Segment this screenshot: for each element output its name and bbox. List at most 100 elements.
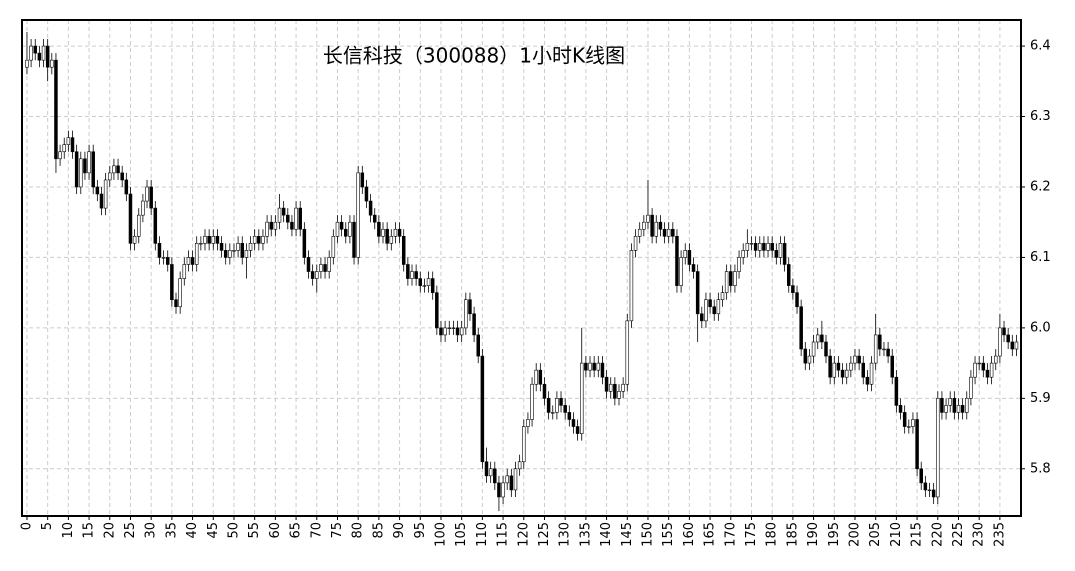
candle-body [559, 398, 563, 406]
candle-body [861, 362, 866, 378]
candle-body [853, 355, 857, 364]
x-tick-label: 40 [185, 522, 200, 539]
candle-body [563, 405, 567, 413]
candle-body [691, 264, 696, 272]
candle-body [352, 221, 356, 258]
candle-body [526, 419, 530, 427]
candle-body [749, 243, 754, 245]
x-tick-label: 230 [972, 522, 987, 547]
candle-body [745, 243, 750, 251]
candle-body [79, 158, 83, 188]
axes: 5.8 5.9 6.0 6.1 6.2 6.3 6.4 0 5 10 15 20 25 30 35 40 45 5… [19, 39, 1050, 547]
candle-body [1006, 334, 1010, 343]
x-tick-label: 60 [268, 522, 283, 539]
candle-body [108, 172, 112, 181]
candle-body [87, 151, 91, 174]
x-tick-label: 130 [558, 522, 573, 547]
candle-body [724, 271, 729, 293]
candle-body [642, 221, 646, 230]
candle-body [902, 412, 907, 427]
candle-body [331, 235, 336, 258]
candle-body [646, 214, 650, 223]
candle-body [54, 59, 58, 160]
candle-body [650, 214, 654, 237]
candle-body [936, 398, 940, 498]
candle-body [37, 52, 42, 61]
candle-body [29, 45, 33, 61]
candle-body [360, 172, 365, 188]
candle-body [1010, 341, 1015, 350]
candle-body [571, 419, 576, 427]
candle-body [339, 221, 344, 230]
candle-body [315, 271, 319, 279]
candle-body [844, 369, 849, 378]
candle-body [153, 207, 158, 244]
candle-body [286, 214, 290, 223]
candle-body [203, 235, 207, 244]
x-tick-label: 80 [351, 522, 366, 539]
candle-body [675, 235, 679, 286]
candle-body [621, 383, 625, 392]
x-tick-label: 65 [289, 522, 304, 539]
x-tick-label: 190 [806, 522, 821, 547]
x-tick-label: 85 [371, 522, 386, 539]
candle-body [633, 235, 638, 251]
candle-body [890, 355, 894, 378]
x-tick-label: 25 [123, 522, 138, 539]
candle-body [944, 405, 948, 413]
x-tick-label: 45 [206, 522, 221, 539]
candle-body [70, 137, 75, 153]
candle-body [894, 376, 899, 406]
candle-body [186, 257, 191, 265]
x-tick-label: 235 [992, 522, 1007, 547]
candle-body [517, 461, 522, 470]
x-tick-label: 10 [61, 522, 76, 539]
candle-body [182, 264, 187, 279]
y-tick-label: 5.8 [1030, 461, 1051, 476]
candle-body [654, 221, 659, 237]
candle-body [666, 228, 671, 237]
candle-body [849, 362, 853, 371]
candle-body [878, 334, 882, 350]
candle-body [687, 250, 692, 265]
x-tick-label: 195 [827, 522, 842, 547]
candle-body [244, 250, 249, 258]
candle-body [786, 264, 791, 286]
x-tick-label: 185 [785, 522, 800, 547]
candle-body [836, 362, 841, 371]
candle-body [294, 207, 298, 230]
candle-body [546, 398, 551, 413]
candle-body [770, 243, 774, 251]
candle-body [704, 299, 708, 322]
candle-body [973, 362, 977, 378]
candle-body [281, 207, 286, 216]
y-tick-label: 6.1 [1030, 250, 1051, 265]
candle-body [62, 144, 66, 153]
candle-body [344, 228, 348, 237]
candle-body [695, 271, 700, 315]
candle-body [956, 405, 961, 413]
candle-body [915, 419, 919, 470]
x-tick-label: 135 [578, 522, 593, 547]
candle-body [265, 221, 269, 237]
candle-body [248, 243, 253, 251]
x-tick-label: 50 [226, 522, 241, 539]
x-tick-label: 115 [496, 522, 511, 547]
candle-body [277, 207, 282, 223]
x-tick-label: 15 [82, 522, 97, 539]
candle-body [513, 468, 518, 491]
candle-body [393, 228, 398, 237]
candle-body [542, 383, 547, 399]
x-tick-label: 200 [847, 522, 862, 547]
x-tick-label: 0 [19, 522, 34, 530]
candle-body [733, 271, 737, 286]
candle-body [807, 355, 812, 364]
x-tick-label: 5 [40, 522, 55, 530]
candle-body [45, 45, 50, 68]
candle-body [555, 398, 559, 413]
candle-body [737, 257, 741, 272]
candle-body [116, 165, 120, 174]
candle-body [240, 243, 245, 258]
candle-body [700, 313, 704, 322]
candle-body [25, 59, 29, 68]
